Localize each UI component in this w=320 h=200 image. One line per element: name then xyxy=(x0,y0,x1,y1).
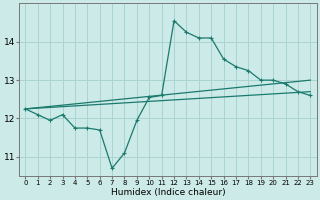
X-axis label: Humidex (Indice chaleur): Humidex (Indice chaleur) xyxy=(110,188,225,197)
